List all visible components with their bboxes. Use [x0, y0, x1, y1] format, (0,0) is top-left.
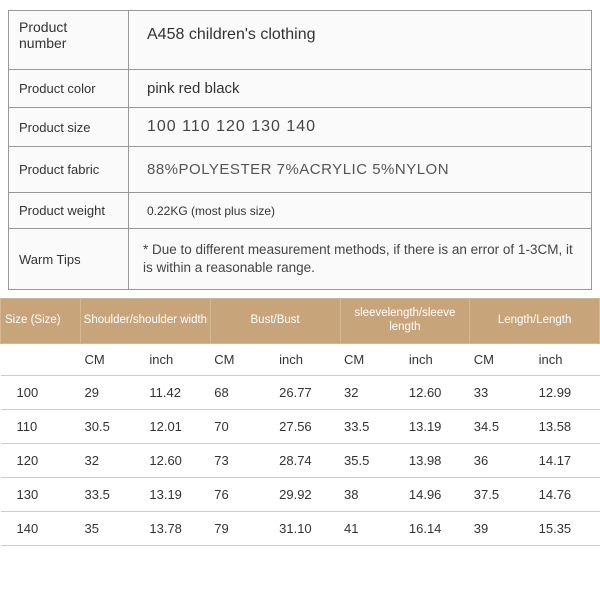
sleeve-inch: 12.60	[405, 376, 470, 410]
length-inch: 14.17	[535, 444, 600, 478]
length-cm: 37.5	[470, 478, 535, 512]
info-row: Product number A458 children's clothing	[9, 11, 592, 70]
unit-cm: CM	[81, 344, 146, 376]
size-row: 11030.512.017027.5633.513.1934.513.58	[1, 410, 600, 444]
info-key: Product number	[9, 11, 129, 70]
sleeve-header: sleevelength/sleeve length	[340, 299, 470, 344]
bust-inch: 28.74	[275, 444, 340, 478]
size-cell: 110	[1, 410, 81, 444]
info-value: A458 children's clothing	[129, 11, 592, 70]
sleeve-cm: 33.5	[340, 410, 405, 444]
shoulder-cm: 30.5	[81, 410, 146, 444]
size-cell: 100	[1, 376, 81, 410]
shoulder-cm: 29	[81, 376, 146, 410]
info-value: 88%POLYESTER 7%ACRYLIC 5%NYLON	[129, 147, 592, 193]
length-cm: 34.5	[470, 410, 535, 444]
unit-inch: inch	[405, 344, 470, 376]
bust-inch: 31.10	[275, 512, 340, 546]
info-value: pink red black	[129, 70, 592, 108]
bust-cm: 68	[210, 376, 275, 410]
size-row: 1403513.787931.104116.143915.35	[1, 512, 600, 546]
unit-cm: CM	[210, 344, 275, 376]
bust-cm: 76	[210, 478, 275, 512]
bust-cm: 70	[210, 410, 275, 444]
sleeve-inch: 16.14	[405, 512, 470, 546]
size-chart-table: Size (Size) Shoulder/shoulder width Bust…	[0, 298, 600, 546]
size-row: 13033.513.197629.923814.9637.514.76	[1, 478, 600, 512]
length-inch: 15.35	[535, 512, 600, 546]
info-value: 0.22KG (most plus size)	[129, 193, 592, 229]
size-row: 1203212.607328.7435.513.983614.17	[1, 444, 600, 478]
sleeve-cm: 38	[340, 478, 405, 512]
shoulder-inch: 11.42	[145, 376, 210, 410]
shoulder-inch: 12.01	[145, 410, 210, 444]
bust-inch: 29.92	[275, 478, 340, 512]
shoulder-cm: 32	[81, 444, 146, 478]
size-header: Size (Size)	[1, 299, 81, 344]
sleeve-cm: 32	[340, 376, 405, 410]
info-key: Product fabric	[9, 147, 129, 193]
bust-inch: 27.56	[275, 410, 340, 444]
unit-inch: inch	[145, 344, 210, 376]
sleeve-inch: 13.19	[405, 410, 470, 444]
unit-cm: CM	[470, 344, 535, 376]
product-info-table: Product number A458 children's clothing …	[8, 10, 592, 290]
length-header: Length/Length	[470, 299, 600, 344]
info-key: Product color	[9, 70, 129, 108]
unit-row: CM inch CM inch CM inch CM inch	[1, 344, 600, 376]
unit-inch: inch	[535, 344, 600, 376]
bust-cm: 73	[210, 444, 275, 478]
sleeve-cm: 41	[340, 512, 405, 546]
bust-cm: 79	[210, 512, 275, 546]
size-row: 1002911.426826.773212.603312.99	[1, 376, 600, 410]
shoulder-cm: 35	[81, 512, 146, 546]
bust-header: Bust/Bust	[210, 299, 340, 344]
info-row: Product weight 0.22KG (most plus size)	[9, 193, 592, 229]
shoulder-inch: 13.19	[145, 478, 210, 512]
shoulder-inch: 12.60	[145, 444, 210, 478]
length-cm: 33	[470, 376, 535, 410]
info-row: Product color pink red black	[9, 70, 592, 108]
sleeve-cm: 35.5	[340, 444, 405, 478]
info-row: Warm Tips * Due to different measurement…	[9, 229, 592, 290]
length-inch: 14.76	[535, 478, 600, 512]
length-inch: 12.99	[535, 376, 600, 410]
bust-inch: 26.77	[275, 376, 340, 410]
size-header-row: Size (Size) Shoulder/shoulder width Bust…	[1, 299, 600, 344]
info-row: Product size 100 110 120 130 140	[9, 108, 592, 147]
shoulder-inch: 13.78	[145, 512, 210, 546]
shoulder-cm: 33.5	[81, 478, 146, 512]
size-cell: 120	[1, 444, 81, 478]
unit-blank	[1, 344, 81, 376]
info-row: Product fabric 88%POLYESTER 7%ACRYLIC 5%…	[9, 147, 592, 193]
info-value: 100 110 120 130 140	[129, 108, 592, 147]
length-cm: 36	[470, 444, 535, 478]
info-key: Product weight	[9, 193, 129, 229]
length-cm: 39	[470, 512, 535, 546]
sleeve-inch: 14.96	[405, 478, 470, 512]
length-inch: 13.58	[535, 410, 600, 444]
info-value: * Due to different measurement methods, …	[129, 229, 592, 290]
sleeve-inch: 13.98	[405, 444, 470, 478]
size-cell: 130	[1, 478, 81, 512]
info-key: Warm Tips	[9, 229, 129, 290]
unit-inch: inch	[275, 344, 340, 376]
unit-cm: CM	[340, 344, 405, 376]
size-cell: 140	[1, 512, 81, 546]
info-key: Product size	[9, 108, 129, 147]
shoulder-header: Shoulder/shoulder width	[81, 299, 211, 344]
